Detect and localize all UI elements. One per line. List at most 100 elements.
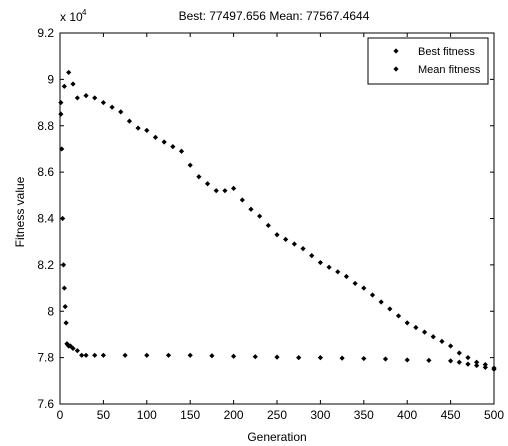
data-point xyxy=(187,352,193,358)
x-tick-label: 100 xyxy=(137,408,157,422)
y-tick-label: 8.6 xyxy=(37,165,54,179)
data-point xyxy=(70,345,76,351)
data-point xyxy=(187,162,193,168)
data-point xyxy=(465,361,471,367)
data-point xyxy=(252,354,258,360)
data-point xyxy=(126,118,133,124)
x-tick-label: 250 xyxy=(267,408,287,422)
data-point xyxy=(109,104,115,110)
data-point xyxy=(165,352,172,358)
data-point xyxy=(213,188,219,194)
y-axis-label: Fitness value xyxy=(13,176,27,247)
series-mean-fitness xyxy=(58,69,497,371)
legend-marker xyxy=(393,48,399,54)
data-point xyxy=(343,273,350,280)
data-point xyxy=(239,197,245,203)
data-point xyxy=(83,93,89,99)
data-point xyxy=(204,181,211,187)
y-exponent-power: 4 xyxy=(82,8,87,17)
data-point xyxy=(387,306,393,312)
data-point xyxy=(83,352,89,358)
data-point xyxy=(257,213,263,219)
data-point xyxy=(231,185,237,191)
data-point xyxy=(274,232,280,238)
legend: Best fitness Mean fitness xyxy=(367,37,489,85)
data-point xyxy=(361,285,367,291)
data-point xyxy=(448,343,454,349)
data-point xyxy=(92,95,98,101)
data-point xyxy=(60,215,66,222)
y-tick-label: 9 xyxy=(47,72,54,86)
data-point xyxy=(122,352,128,358)
data-point xyxy=(413,324,419,331)
y-tick-label: 8.8 xyxy=(37,119,54,133)
data-point xyxy=(61,285,67,291)
data-point xyxy=(404,320,410,326)
data-point xyxy=(222,188,228,194)
data-point xyxy=(456,350,462,356)
data-point xyxy=(283,236,289,242)
data-point xyxy=(439,338,445,344)
legend-marker xyxy=(393,66,399,72)
data-point xyxy=(291,241,297,247)
data-point xyxy=(335,269,341,275)
data-point xyxy=(66,69,72,76)
data-point xyxy=(382,356,389,362)
data-point xyxy=(58,99,64,106)
legend-entry-label: Best fitness xyxy=(418,46,475,58)
x-tick-label: 400 xyxy=(397,408,417,422)
data-point xyxy=(309,253,315,259)
data-point xyxy=(474,362,480,369)
data-point xyxy=(59,146,65,152)
legend-entry-label: Mean fitness xyxy=(418,64,481,76)
data-point xyxy=(369,292,376,298)
data-point xyxy=(274,354,280,360)
data-point xyxy=(474,359,480,365)
data-point xyxy=(339,355,345,361)
data-point xyxy=(426,357,432,364)
data-point xyxy=(70,81,76,87)
y-tick-label: 7.6 xyxy=(37,397,54,411)
x-tick-label: 350 xyxy=(354,408,374,422)
data-point xyxy=(482,364,488,370)
data-point xyxy=(62,304,68,310)
x-tick-label: 450 xyxy=(441,408,461,422)
data-point xyxy=(395,313,402,319)
x-tick-label: 50 xyxy=(97,408,111,422)
y-exponent: x 10 4 xyxy=(60,8,87,24)
data-point xyxy=(178,148,185,154)
data-point xyxy=(79,352,85,358)
y-axis: 7.6 7.8 8 8.2 8.4 8.6 8.8 9 9.2 xyxy=(37,26,494,411)
x-tick-label: 150 xyxy=(180,408,200,422)
y-tick-label: 7.8 xyxy=(37,351,54,365)
data-point xyxy=(92,352,98,358)
data-point xyxy=(317,355,323,361)
data-point xyxy=(209,353,215,359)
x-tick-label: 500 xyxy=(484,408,504,422)
data-point xyxy=(465,355,471,361)
data-point xyxy=(100,99,106,106)
data-point xyxy=(196,174,202,180)
x-axis: 0 50 100 150 200 250 300 350 400 450 500 xyxy=(57,33,504,422)
data-point xyxy=(60,262,67,268)
data-point xyxy=(361,355,367,362)
series-layer xyxy=(58,69,497,372)
data-point xyxy=(296,355,302,361)
y-exponent-label: x 10 xyxy=(60,10,83,24)
data-point xyxy=(352,280,358,287)
legend-box xyxy=(367,37,489,85)
x-tick-label: 0 xyxy=(57,408,64,422)
data-point xyxy=(491,365,497,371)
data-point xyxy=(144,127,150,133)
data-point xyxy=(161,139,167,145)
data-point xyxy=(152,134,159,140)
plot-area xyxy=(59,32,495,405)
data-point xyxy=(61,83,67,89)
data-point xyxy=(58,111,64,117)
y-tick-label: 8.2 xyxy=(37,258,54,272)
data-point xyxy=(265,222,271,229)
data-point xyxy=(63,320,69,326)
y-tick-label: 8.4 xyxy=(37,212,54,226)
data-point xyxy=(404,357,410,363)
